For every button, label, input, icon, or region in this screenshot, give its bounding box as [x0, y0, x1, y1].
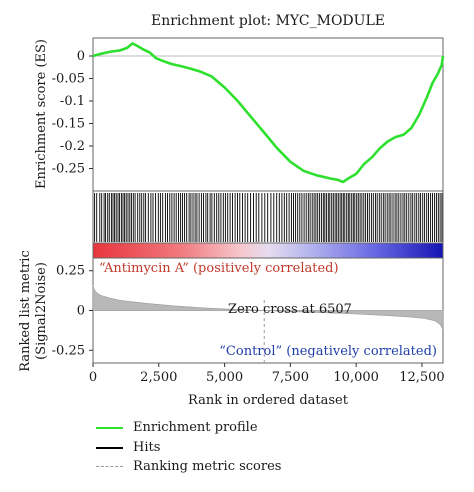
- ranking-metric-series: [92, 284, 444, 330]
- legend-swatch-ranking: [96, 466, 123, 467]
- legend-label-enrichment: Enrichment profile: [133, 420, 258, 435]
- metric-ytick-label: -0.25: [52, 343, 85, 358]
- es-ytick-label: -0.1: [60, 94, 85, 109]
- zero-cross-annotation: Zero cross at 6507: [228, 302, 352, 317]
- es-ylabel: Enrichment score (ES): [34, 39, 49, 189]
- legend-label-hits: Hits: [133, 439, 161, 455]
- metric-yticks: 0.25 0 -0.25: [52, 264, 93, 358]
- es-ytick-label: -0.05: [52, 72, 85, 87]
- x-tick-label: 12,500: [399, 370, 445, 385]
- es-ytick-label: -0.2: [60, 139, 85, 154]
- x-axis-label: Rank in ordered dataset: [188, 393, 349, 408]
- legend-label-ranking: Ranking metric scores: [133, 459, 282, 474]
- metric-ytick-label: 0: [77, 304, 85, 319]
- legend-swatch-hits: [96, 446, 123, 449]
- x-axis-ticks: 0 2,500 5,000 7,500 10,000 12,500: [89, 363, 445, 385]
- legend-swatch-enrichment: [96, 427, 123, 429]
- metric-ylabel-line1: Ranked list metric: [18, 250, 33, 371]
- negative-class-label: “Control” (negatively correlated): [219, 344, 437, 359]
- chart-title: Enrichment plot: MYC_MODULE: [151, 13, 385, 29]
- enrichment-profile-series: [92, 42, 445, 184]
- rank-heatmap-bar: [92, 242, 444, 259]
- es-yticks: 0 -0.05 -0.1 -0.15 -0.2 -0.25: [52, 49, 93, 177]
- metric-ylabel-line2: (Signal2Noise): [34, 262, 49, 360]
- hits-series: [94, 193, 443, 242]
- x-tick-label: 7,500: [272, 370, 309, 385]
- es-ytick-label: -0.15: [52, 117, 85, 132]
- es-ytick-label: 0: [77, 49, 85, 64]
- es-ytick-label: -0.25: [52, 162, 85, 177]
- x-tick-label: 2,500: [140, 370, 177, 385]
- x-tick-label: 10,000: [333, 370, 379, 385]
- enrichment-profile-line: [92, 42, 445, 184]
- metric-ytick-label: 0.25: [56, 264, 85, 279]
- positive-class-label: “Antimycin A” (positively correlated): [99, 261, 339, 276]
- x-tick-label: 5,000: [206, 370, 243, 385]
- ranking-metric-area: [92, 284, 444, 330]
- es-panel-frame: [92, 37, 444, 192]
- x-tick-label: 0: [89, 370, 97, 385]
